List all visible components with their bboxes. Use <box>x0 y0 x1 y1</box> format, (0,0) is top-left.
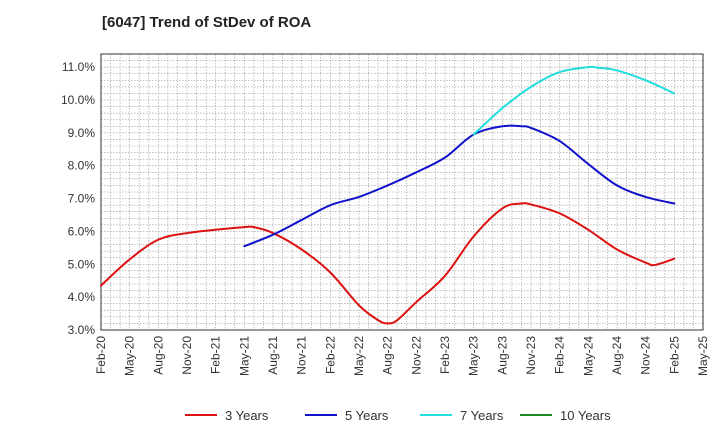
x-tick-label: Feb-20 <box>94 336 108 374</box>
x-tick-label: Feb-25 <box>667 336 681 374</box>
x-tick-label: Feb-22 <box>323 336 337 374</box>
y-tick-label: 8.0% <box>68 159 96 173</box>
x-tick-label: Aug-24 <box>610 336 624 375</box>
x-tick-label: Nov-21 <box>295 336 309 375</box>
x-tick-label: May-23 <box>467 336 481 376</box>
legend-label: 10 Years <box>560 408 611 423</box>
x-tick-label: May-20 <box>123 336 137 376</box>
y-tick-label: 6.0% <box>68 224 96 238</box>
chart-title: [6047] Trend of StDev of ROA <box>102 14 312 31</box>
y-tick-label: 9.0% <box>68 126 96 140</box>
x-tick-label: May-25 <box>696 336 710 376</box>
y-tick-label: 3.0% <box>68 323 96 337</box>
legend-label: 3 Years <box>225 408 269 423</box>
x-tick-label: Feb-24 <box>553 336 567 374</box>
x-tick-label: May-21 <box>237 336 251 376</box>
x-tick-label: Nov-24 <box>639 336 653 375</box>
x-tick-label: Feb-23 <box>438 336 452 374</box>
y-tick-label: 10.0% <box>61 93 95 107</box>
plot-border <box>100 53 704 331</box>
x-tick-label: Nov-22 <box>409 336 423 375</box>
legend-label: 5 Years <box>345 408 389 423</box>
y-tick-label: 7.0% <box>68 192 96 206</box>
x-tick-label: Nov-20 <box>180 336 194 375</box>
x-tick-label: Nov-23 <box>524 336 538 375</box>
y-tick-label: 4.0% <box>68 290 96 304</box>
x-tick-label: Aug-20 <box>151 336 165 375</box>
x-tick-label: May-22 <box>352 336 366 376</box>
y-tick-label: 5.0% <box>68 257 96 271</box>
x-tick-label: May-24 <box>581 336 595 376</box>
legend-label: 7 Years <box>460 408 504 423</box>
y-tick-label: 11.0% <box>62 60 95 74</box>
x-tick-label: Aug-21 <box>266 336 280 375</box>
x-tick-label: Feb-21 <box>209 336 223 374</box>
series-line-3-years <box>100 202 676 325</box>
series-line-7-years <box>472 65 676 136</box>
x-tick-label: Aug-22 <box>381 336 395 375</box>
x-tick-label: Aug-23 <box>495 336 509 375</box>
